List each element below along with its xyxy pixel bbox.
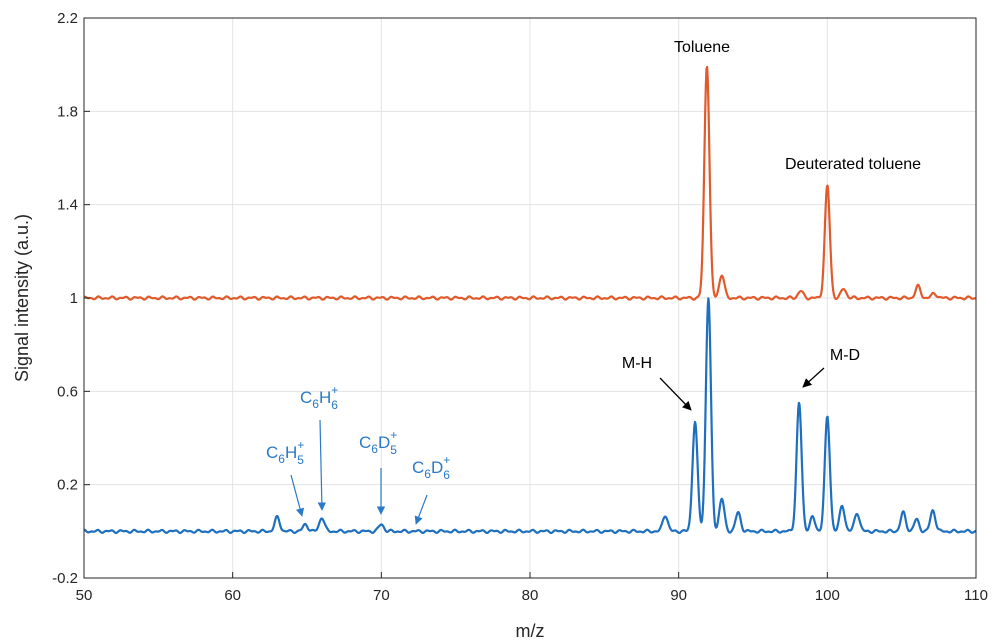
y-tick-label: -0.2	[52, 570, 78, 587]
arrow-c6d6	[414, 494, 428, 525]
annotation-deuterated-toluene: Deuterated toluene	[785, 156, 921, 173]
y-axis-title: Signal intensity (a.u.)	[12, 214, 32, 382]
y-tick-label: 1	[70, 290, 78, 307]
annotation-toluene: Toluene	[674, 39, 730, 56]
x-axis-title: m/z	[516, 621, 545, 641]
annotation-c6h5: C6H+ 5	[266, 438, 304, 467]
y-tick-label: 1.4	[57, 197, 78, 214]
y-tick-label: 2.2	[57, 10, 78, 27]
x-tick-label: 100	[815, 587, 840, 604]
x-tick-label: 110	[964, 587, 988, 604]
series-group	[83, 65, 977, 535]
arrow-c6h6	[317, 419, 327, 511]
annotation-c6h6: C6H+ 6	[300, 383, 338, 412]
x-tick-label: 70	[373, 587, 390, 604]
series-line-lower	[83, 297, 977, 535]
series-line-upper	[83, 65, 977, 301]
y-tick-label: 0.6	[57, 383, 78, 400]
annotation-c6d5: C6D+ 5	[359, 428, 397, 457]
arrow-c6h5	[290, 474, 305, 517]
annotation-m-d: M-D	[830, 347, 860, 364]
y-tick-label: 1.8	[57, 103, 78, 120]
x-tick-label: 80	[522, 587, 539, 604]
y-tick-label: 0.2	[57, 477, 78, 494]
arrow-m-d	[802, 367, 825, 388]
x-tick-label: 90	[670, 587, 687, 604]
annotation-m-h: M-H	[622, 355, 652, 372]
ticks-group: 50 60 70 80 90 100 110 -0.2 0.2 0.6 1 1.4 1.8 2.2	[52, 10, 988, 604]
arrow-m-h	[659, 377, 692, 411]
x-tick-label: 60	[224, 587, 241, 604]
x-tick-label: 50	[76, 587, 93, 604]
annotation-c6d6: C6D+ 6	[412, 453, 450, 482]
